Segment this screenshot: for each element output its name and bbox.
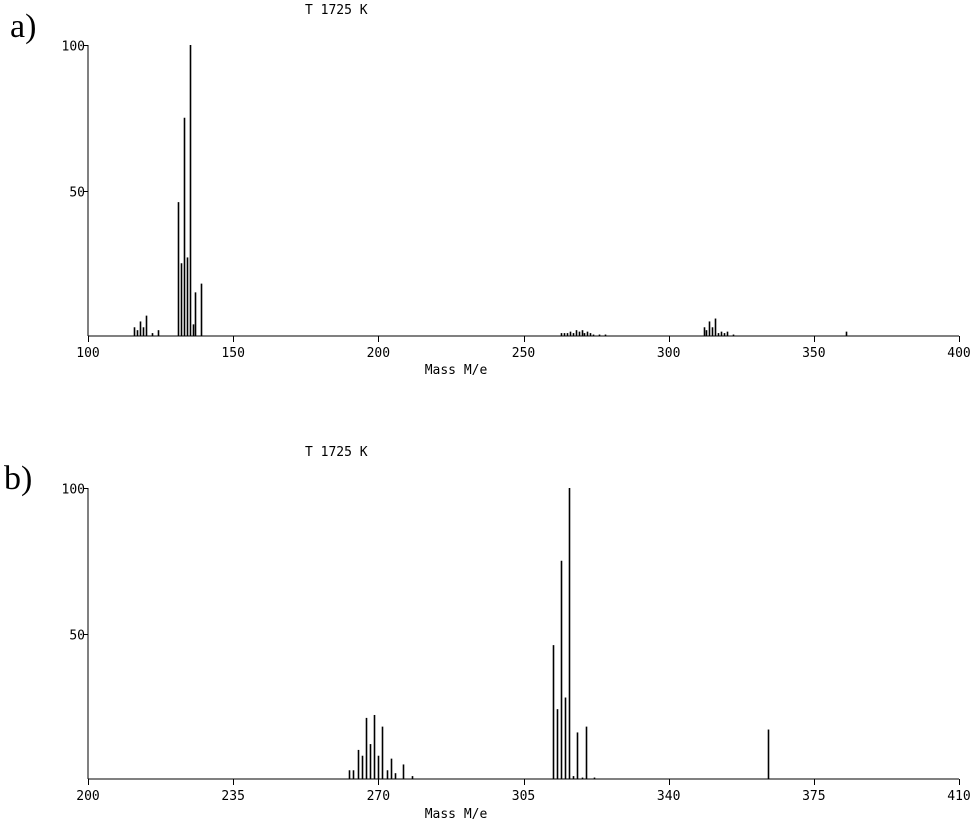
panel-b-x-tick-label: 410 <box>947 789 970 804</box>
panel-a-x-tick-label: 300 <box>657 346 680 361</box>
panel-a-x-tick-label: 150 <box>221 346 244 361</box>
panel-b-x-tick-label: 375 <box>802 789 825 804</box>
panel-b-y-ticks: 50 100 <box>62 483 88 644</box>
panel-b-x-tick-label: 235 <box>221 789 244 804</box>
panel-b-y-tick-label: 50 <box>69 629 85 644</box>
panel-a-label: a) <box>10 8 36 45</box>
panel-a-y-tick-label: 100 <box>62 40 85 55</box>
panel-a-x-ticks: 100 150 200 250 300 350 400 <box>76 336 971 361</box>
panel-b: b) T 1725 K 200 235 270 305 340 375 410 50100 … <box>4 445 971 822</box>
panel-a-x-tick-label: 350 <box>802 346 825 361</box>
panel-b-x-ticks: 200 235 270 305 340 375 410 <box>76 779 971 804</box>
panel-a-x-tick-label: 200 <box>367 346 390 361</box>
panel-b-x-tick-label: 270 <box>367 789 390 804</box>
panel-b-peaks <box>348 488 770 779</box>
panel-b-x-tick-label: 305 <box>512 789 535 804</box>
panel-a-x-tick-label: 100 <box>76 346 99 361</box>
panel-a-x-axis-label: Mass M/e <box>425 363 488 378</box>
panel-a-x-tick-label: 400 <box>947 346 970 361</box>
panel-a-y-ticks: 50 100 <box>62 40 88 201</box>
panel-a-title: T 1725 K <box>305 3 368 18</box>
panel-b-title: T 1725 K <box>305 445 368 460</box>
panel-a: a) T 1725 K 100 150 200 250 300 350 400 50 100 … <box>10 3 971 378</box>
panel-a-y-tick-label: 50 <box>69 186 85 201</box>
panel-b-y-tick-label: 100 <box>62 483 85 498</box>
panel-b-x-axis-label: Mass M/e <box>425 807 488 822</box>
panel-b-label: b) <box>4 460 32 497</box>
panel-a-x-tick-label: 250 <box>512 346 535 361</box>
panel-b-x-tick-label: 200 <box>76 789 99 804</box>
panel-b-x-tick-label: 340 <box>657 789 680 804</box>
panel-a-peaks <box>133 45 848 336</box>
